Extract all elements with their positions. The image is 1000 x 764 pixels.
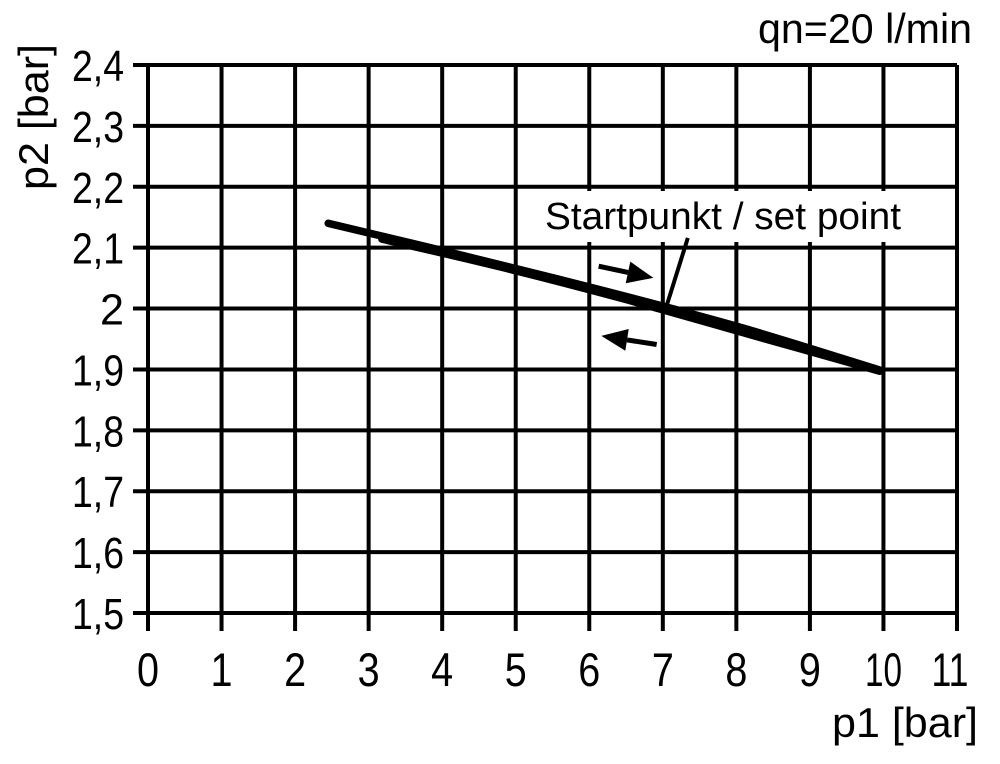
y-tick-label: 1,9 [72, 346, 124, 395]
x-tick-label: 8 [725, 643, 747, 696]
y-tick-label: 2,4 [72, 42, 124, 91]
left-arrow-shaft [626, 337, 658, 347]
y-tick-label: 2,2 [72, 164, 124, 213]
x-tick-label: 11 [932, 643, 969, 696]
leader-line [663, 237, 690, 310]
x-tick-label: 10 [865, 643, 902, 696]
y-tick-label: 1,6 [72, 529, 124, 578]
hysteresis-curves [324, 219, 884, 376]
chart-title: qn=20 l/min [758, 5, 972, 52]
x-tick-label: 3 [358, 643, 380, 696]
y-tick-label: 1,7 [72, 468, 124, 517]
x-tick-label: 4 [431, 643, 453, 696]
x-tick-label: 5 [505, 643, 527, 696]
annotation-mask [518, 191, 908, 242]
left-arrow-head [601, 329, 629, 351]
y-axis-label: p2 [bar] [10, 44, 57, 190]
x-tick-label: 0 [137, 643, 159, 696]
x-tick-label: 7 [652, 643, 674, 696]
y-tick-label: 1,8 [72, 407, 124, 456]
curve-lower-branch [378, 235, 884, 376]
x-tick-label: 2 [284, 643, 306, 696]
x-tick-label: 9 [799, 643, 821, 696]
y-tick-label: 2 [100, 286, 124, 335]
grid-lines [133, 63, 959, 631]
annotation-background [518, 191, 908, 242]
set-point-annotation: Startpunkt / set point [545, 196, 901, 238]
x-axis-label: p1 [bar] [832, 699, 978, 746]
y-tick-label: 2,3 [72, 103, 124, 152]
x-tick-label: 6 [578, 643, 600, 696]
x-tick-label: 1 [211, 643, 233, 696]
annotation-leader-line [663, 237, 690, 310]
right-arrow-shaft [598, 263, 629, 275]
tick-labels: 0 1 2 3 4 5 6 7 8 9 10 112,42,32,22,121,91,81,71,61… [72, 42, 969, 696]
direction-arrows [598, 261, 658, 351]
y-tick-label: 2,1 [72, 225, 124, 274]
y-tick-label: 1,5 [72, 590, 124, 639]
right-arrow-head [625, 261, 654, 284]
